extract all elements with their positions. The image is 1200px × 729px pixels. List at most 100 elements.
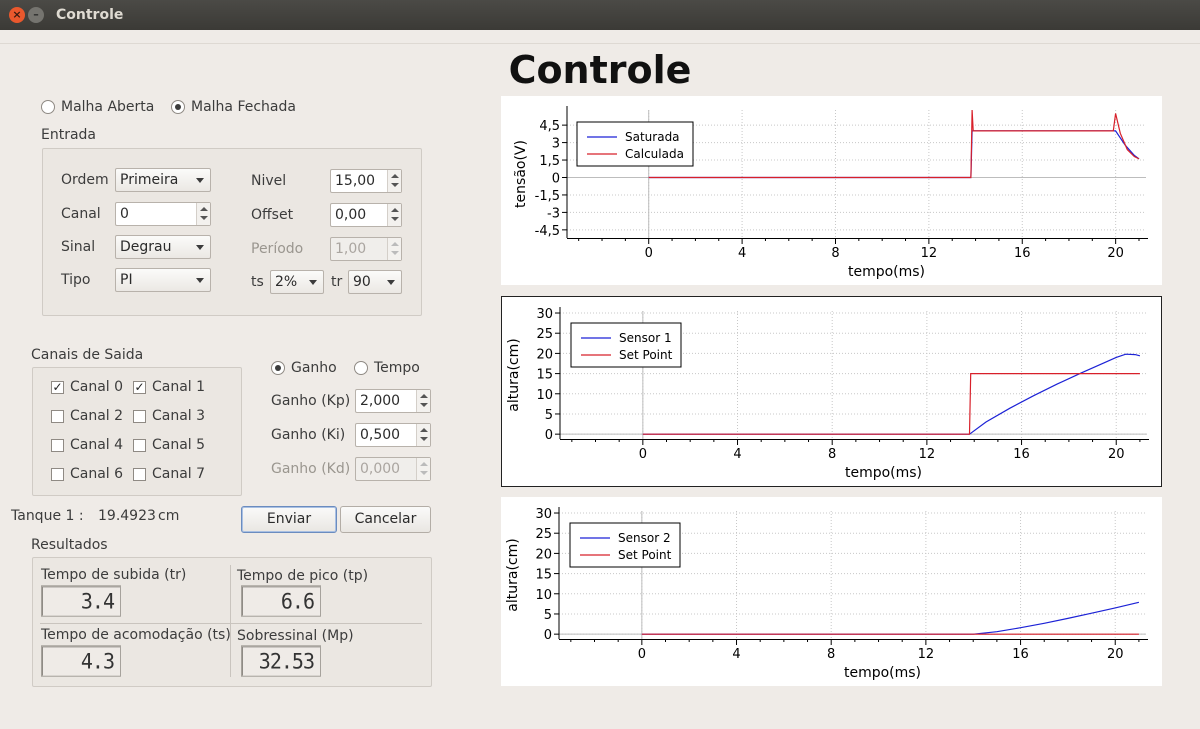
chart-sensor1: 0 4 8 12 16 20 0 5 10 15 20 25 30 tempo(ms) altura(cm)… bbox=[506, 307, 1149, 481]
x-axis-label: tempo(ms) bbox=[845, 465, 922, 481]
tipo-value: PI bbox=[120, 272, 133, 288]
nivel-spinbox[interactable]: 15,00 bbox=[330, 169, 402, 193]
ki-value: 0,500 bbox=[360, 427, 401, 443]
tipo-select[interactable]: PI bbox=[115, 268, 211, 292]
kp-spinbox[interactable]: 2,000 bbox=[355, 389, 431, 413]
canal-2-label: Canal 2 bbox=[70, 408, 124, 424]
ki-spinbox[interactable]: 0,500 bbox=[355, 423, 431, 447]
ordem-select[interactable]: Primeira bbox=[115, 168, 211, 192]
x-tick-label: 16 bbox=[1012, 647, 1029, 662]
tr-value: 90 bbox=[353, 274, 371, 290]
spin-arrows-icon[interactable] bbox=[387, 170, 401, 192]
periodo-label: Período bbox=[251, 241, 304, 257]
ts-value: 2% bbox=[275, 274, 298, 290]
y-tick-label: 25 bbox=[535, 527, 552, 542]
ts-select[interactable]: 2% bbox=[270, 270, 324, 294]
radio-malha-aberta-label: Malha Aberta bbox=[61, 99, 155, 115]
series-line-calculada bbox=[648, 109, 1140, 179]
sinal-label: Sinal bbox=[61, 239, 96, 255]
chevron-down-icon bbox=[196, 278, 204, 283]
spin-arrows-icon bbox=[387, 238, 401, 260]
canal-5-checkbox[interactable] bbox=[133, 439, 146, 452]
canal-3-checkbox[interactable] bbox=[133, 410, 146, 423]
canal-2-checkbox[interactable] bbox=[51, 410, 64, 423]
y-tick-label: 10 bbox=[535, 588, 552, 603]
canal-1-label: Canal 1 bbox=[152, 379, 206, 395]
y-tick-label: 30 bbox=[535, 507, 552, 522]
x-tick-label: 0 bbox=[639, 447, 647, 462]
sinal-value: Degrau bbox=[120, 239, 172, 255]
kp-value: 2,000 bbox=[360, 393, 401, 409]
kd-label: Ganho (Kd) bbox=[271, 461, 351, 477]
canal-1-checkbox[interactable]: ✓ bbox=[133, 380, 146, 394]
spin-arrows-icon[interactable] bbox=[416, 390, 430, 412]
y-tick-label: 30 bbox=[536, 307, 553, 322]
x-tick-label: 8 bbox=[828, 447, 836, 462]
x-tick-label: 4 bbox=[738, 246, 746, 261]
radio-tempo[interactable] bbox=[354, 361, 368, 375]
spin-arrows-icon[interactable] bbox=[387, 204, 401, 226]
kp-label: Ganho (Kp) bbox=[271, 393, 351, 409]
canal-spinbox[interactable]: 0 bbox=[115, 202, 211, 226]
y-tick-label: 0 bbox=[552, 171, 560, 186]
canal-4-checkbox[interactable] bbox=[51, 439, 64, 452]
chevron-down-icon bbox=[309, 280, 317, 285]
offset-spinbox[interactable]: 0,00 bbox=[330, 203, 402, 227]
canal-6-label: Canal 6 bbox=[70, 466, 124, 482]
offset-label: Offset bbox=[251, 207, 294, 223]
legend-box bbox=[570, 322, 682, 368]
resultados-title: Resultados bbox=[31, 537, 108, 553]
series-line-sensor-1 bbox=[642, 353, 1141, 435]
tr-label: tr bbox=[331, 274, 343, 290]
legend-entry: Set Point bbox=[619, 348, 673, 362]
chart-sensor1-panel: 0 4 8 12 16 20 0 5 10 15 20 25 30 tempo(ms) altura(cm)… bbox=[501, 296, 1162, 487]
radio-tempo-label: Tempo bbox=[374, 360, 420, 376]
canal-6-checkbox[interactable] bbox=[51, 468, 64, 481]
legend-entry: Saturada bbox=[625, 130, 680, 144]
x-tick-label: 4 bbox=[733, 447, 741, 462]
close-icon[interactable]: × bbox=[9, 7, 25, 23]
nivel-value: 15,00 bbox=[335, 173, 376, 189]
y-tick-label: 4,5 bbox=[539, 119, 560, 134]
series-line-sensor-2 bbox=[641, 601, 1140, 635]
chevron-down-icon bbox=[196, 178, 204, 183]
cancelar-button[interactable]: Cancelar bbox=[340, 506, 431, 533]
sinal-select[interactable]: Degrau bbox=[115, 235, 211, 259]
legend-entry: Calculada bbox=[625, 147, 684, 161]
radio-malha-aberta[interactable] bbox=[41, 100, 55, 114]
tr-select[interactable]: 90 bbox=[348, 270, 402, 294]
resultados-divider-v bbox=[230, 565, 231, 677]
y-tick-label: -3 bbox=[547, 206, 560, 221]
series-line-set-point bbox=[642, 372, 1140, 435]
x-tick-label: 4 bbox=[732, 647, 740, 662]
y-tick-label: 25 bbox=[536, 327, 553, 342]
tanque-unit: cm bbox=[158, 508, 180, 524]
chart-sensor2-panel: 0 4 8 12 16 20 0 5 10 15 20 25 30 tempo(ms) altura(cm)… bbox=[501, 497, 1162, 686]
y-tick-label: 15 bbox=[536, 368, 553, 383]
x-tick-label: 12 bbox=[919, 447, 936, 462]
canal-0-label: Canal 0 bbox=[70, 379, 124, 395]
spin-arrows-icon[interactable] bbox=[416, 424, 430, 446]
legend-box bbox=[569, 522, 681, 568]
spin-arrows-icon[interactable] bbox=[196, 203, 210, 225]
x-tick-label: 8 bbox=[827, 647, 835, 662]
ki-label: Ganho (Ki) bbox=[271, 427, 346, 443]
chevron-down-icon bbox=[387, 280, 395, 285]
x-tick-label: 16 bbox=[1014, 246, 1031, 261]
tanque-value: 19.4923 bbox=[98, 508, 156, 524]
y-tick-label: 20 bbox=[536, 347, 553, 362]
y-tick-label: 3 bbox=[552, 137, 560, 152]
canais-title: Canais de Saida bbox=[31, 347, 144, 363]
y-tick-label: 15 bbox=[535, 568, 552, 583]
x-tick-label: 0 bbox=[638, 647, 646, 662]
canal-0-checkbox[interactable]: ✓ bbox=[51, 380, 64, 394]
canal-7-label: Canal 7 bbox=[152, 466, 206, 482]
canal-7-checkbox[interactable] bbox=[133, 468, 146, 481]
radio-malha-fechada[interactable] bbox=[171, 100, 185, 114]
x-tick-label: 12 bbox=[918, 647, 935, 662]
enviar-button[interactable]: Enviar bbox=[241, 506, 337, 533]
ts-result-label: Tempo de acomodação (ts) bbox=[41, 627, 231, 643]
radio-ganho[interactable] bbox=[271, 361, 285, 375]
minimize-icon[interactable]: – bbox=[28, 7, 44, 23]
x-tick-label: 12 bbox=[921, 246, 938, 261]
